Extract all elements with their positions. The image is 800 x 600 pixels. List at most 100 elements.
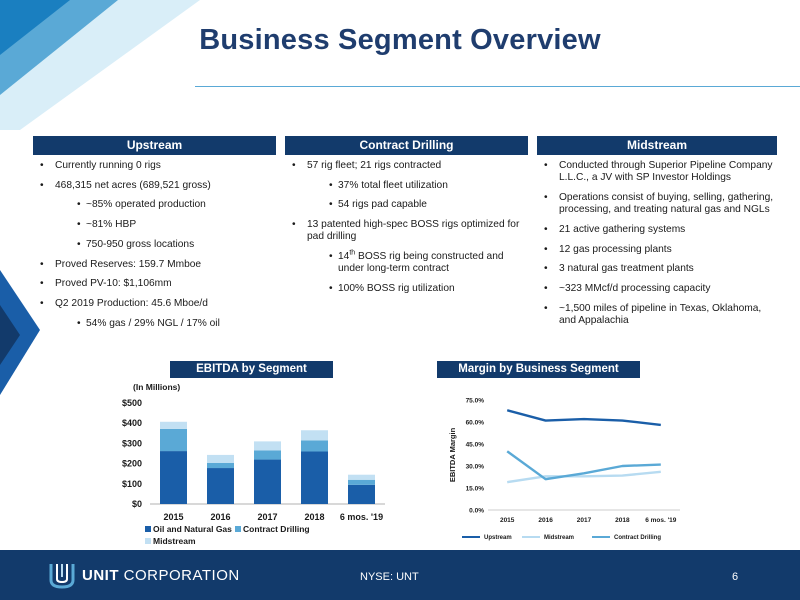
contract-drilling-header: Contract Drilling xyxy=(285,136,528,155)
bullet-text: 100% BOSS rig utilization xyxy=(338,282,455,294)
series-line xyxy=(507,470,661,484)
bullet-text: ~1,500 miles of pipeline in Texas, Oklah… xyxy=(559,302,762,326)
title-divider xyxy=(195,86,800,87)
bar-segment xyxy=(207,462,234,469)
footer-bar xyxy=(0,550,800,600)
ebitda-bar-chart: (In Millions) $0 $100 $200 $300 $400 $500 2015 2… xyxy=(122,382,385,546)
bar-segment xyxy=(254,450,281,460)
bar-segment xyxy=(301,451,328,504)
corner-decoration xyxy=(0,0,200,130)
legend-swatch xyxy=(145,538,151,544)
legend-label: Contract Drilling xyxy=(243,524,310,534)
x-tick-label: 2015 xyxy=(163,512,183,522)
bullet-item: 750-950 gross locations xyxy=(33,239,278,251)
ticker-label: NYSE: UNT xyxy=(360,571,419,583)
bullet-text: 12 gas processing plants xyxy=(559,243,672,255)
bar-segment xyxy=(160,428,187,452)
bullet-item: 57 rig fleet; 21 rigs contracted xyxy=(285,160,528,172)
y-tick-label: $100 xyxy=(122,479,142,489)
y-tick-label: $200 xyxy=(122,459,142,469)
bullet-item: 3 natural gas treatment plants xyxy=(537,263,777,275)
bullet-text: Currently running 0 rigs xyxy=(55,160,161,171)
x-tick-label: 2015 xyxy=(500,517,515,524)
y-tick-label: $300 xyxy=(122,438,142,448)
chart-subtitle: (In Millions) xyxy=(133,382,180,392)
bullet-text: 3 natural gas treatment plants xyxy=(559,263,694,275)
x-tick-label: 2017 xyxy=(257,512,277,522)
logo-bold: UNIT xyxy=(82,567,119,584)
bullet-item: 21 active gathering systems xyxy=(537,224,777,236)
bar-segment xyxy=(301,430,328,441)
bullet-item: ~81% HBP xyxy=(33,219,278,231)
bullet-item: Currently running 0 rigs xyxy=(33,160,278,172)
legend-label: Midstream xyxy=(544,535,574,541)
margin-chart-header: Margin by Business Segment xyxy=(437,361,640,378)
x-tick-label: 2017 xyxy=(577,517,592,524)
x-tick-label: 2016 xyxy=(210,512,230,522)
bullet-text: Operations consist of buying, selling, g… xyxy=(559,191,774,216)
x-tick-label: 2018 xyxy=(615,517,630,524)
bullet-text-pre: 14 xyxy=(338,251,350,263)
bullet-item: 37% total fleet utilization xyxy=(285,180,528,192)
unit-logo-icon xyxy=(49,564,75,589)
logo-light: CORPORATION xyxy=(119,567,240,584)
bullet-item: 468,315 net acres (689,521 gross) xyxy=(33,180,278,192)
y-tick-label: 45.0% xyxy=(466,442,485,449)
legend-label: Midstream xyxy=(153,536,196,546)
upstream-bullets: Currently running 0 rigs 468,315 net acre… xyxy=(33,158,278,330)
bar-segment xyxy=(348,479,375,485)
bullet-text: ~81% HBP xyxy=(86,219,137,231)
bullet-text: 21 active gathering systems xyxy=(559,223,686,235)
x-tick-label: 2018 xyxy=(304,512,324,522)
bullet-item: 54 rigs pad capable xyxy=(285,199,528,211)
upstream-header: Upstream xyxy=(33,136,276,155)
bar-segment xyxy=(160,451,187,504)
left-decoration xyxy=(0,270,40,395)
bullet-item: 54% gas / 29% NGL / 17% oil xyxy=(33,318,278,330)
ebitda-chart-header: EBITDA by Segment xyxy=(170,361,333,378)
bar-segment xyxy=(207,468,234,504)
margin-line-chart: 0.0% 15.0% 30.0% 45.0% 60.0% 75.0% EBITDA Marg… xyxy=(448,398,680,541)
legend-label: Upstream xyxy=(484,535,512,541)
bullet-text: Proved PV-10: $1,106mm xyxy=(55,278,172,290)
bar-segment xyxy=(348,484,375,504)
bullet-item: ~1,500 miles of pipeline in Texas, Oklah… xyxy=(537,303,777,327)
page-title: Business Segment Overview xyxy=(199,24,601,56)
bullet-item: 14th BOSS rig being constructed and unde… xyxy=(285,249,528,275)
y-axis-label: EBITDA Margin xyxy=(448,427,457,482)
bullet-text: 57 rig fleet; 21 rigs contracted xyxy=(307,160,442,171)
bullet-text: 13 patented high-spec BOSS rigs optimize… xyxy=(307,219,520,243)
bullet-item: ~323 MMcf/d processing capacity xyxy=(537,283,777,295)
contract-drilling-bullets: 57 rig fleet; 21 rigs contracted 37% tota… xyxy=(285,158,528,295)
y-tick-label: $500 xyxy=(122,398,142,408)
bar-segment xyxy=(207,454,234,463)
page-number: 6 xyxy=(732,571,739,583)
legend-swatch xyxy=(235,526,241,532)
bullet-item: Proved PV-10: $1,106mm xyxy=(33,278,278,290)
bullet-text: Conducted through Superior Pipeline Comp… xyxy=(559,160,773,184)
y-tick-label: 15.0% xyxy=(466,486,485,493)
bullet-text: 37% total fleet utilization xyxy=(338,179,448,191)
bullet-item: Conducted through Superior Pipeline Comp… xyxy=(537,160,777,184)
bullet-text: 750-950 gross locations xyxy=(86,238,195,250)
bullet-text: Q2 2019 Production: 45.6 Mboe/d xyxy=(55,297,208,309)
series-line xyxy=(506,409,661,427)
bullet-text-sup: th xyxy=(349,249,356,257)
bullet-text: BOSS rig being constructed and under lon… xyxy=(338,251,504,275)
bar-segment xyxy=(348,474,375,480)
bar-segment xyxy=(254,441,281,451)
bullet-item: 100% BOSS rig utilization xyxy=(285,283,528,295)
bullet-item: 13 patented high-spec BOSS rigs optimize… xyxy=(285,219,528,243)
bullet-text: Proved Reserves: 159.7 Mmboe xyxy=(55,258,202,270)
bullet-text: ~85% operated production xyxy=(86,199,206,211)
bullet-text: 54% gas / 29% NGL / 17% oil xyxy=(86,317,220,329)
legend-label: Oil and Natural Gas xyxy=(153,524,232,534)
y-tick-label: 0.0% xyxy=(469,508,484,515)
y-tick-label: $400 xyxy=(122,418,142,428)
bullet-text: 54 rigs pad capable xyxy=(338,199,427,211)
bar-segment xyxy=(301,440,328,452)
bullet-item: Operations consist of buying, selling, g… xyxy=(537,192,777,216)
bar-segment xyxy=(254,459,281,504)
y-tick-label: 30.0% xyxy=(466,464,485,471)
midstream-bullets: Conducted through Superior Pipeline Comp… xyxy=(537,158,777,327)
